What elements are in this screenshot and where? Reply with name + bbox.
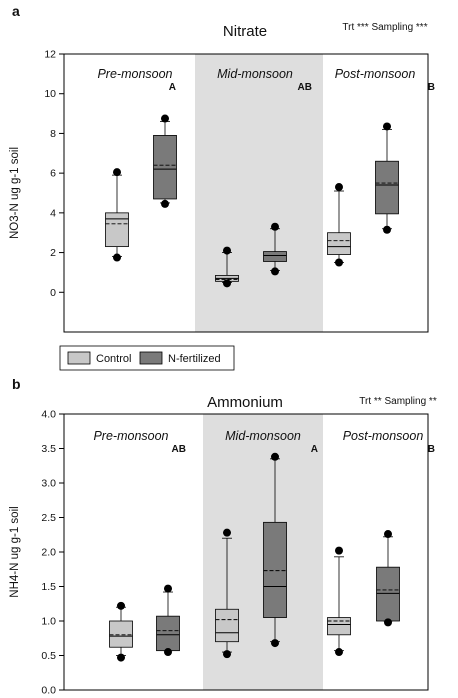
y-tick-label-a: 2 — [50, 247, 56, 259]
outlier-point-low — [335, 648, 343, 657]
panel-letter-b: b — [12, 376, 21, 392]
chart-title-b: Ammonium — [207, 394, 283, 411]
y-tick-label-b: 0.0 — [41, 685, 56, 697]
legend-label-1: N-fertilized — [168, 353, 221, 365]
y-tick-label-a: 0 — [50, 287, 56, 299]
outlier-point-high — [335, 546, 343, 555]
legend-swatch-0 — [67, 351, 91, 365]
legend-label-0: Control — [96, 353, 131, 365]
period-label-b: Mid-monsoon — [225, 429, 301, 443]
outlier-point-low — [335, 258, 343, 267]
outlier-point-low — [161, 199, 169, 208]
box-n-fertilized — [376, 566, 400, 622]
y-tick-label-a: 8 — [50, 128, 56, 140]
group-letter-a: AB — [298, 82, 312, 93]
y-tick-label-b: 2.0 — [41, 547, 56, 559]
outlier-point-high — [113, 168, 121, 177]
shaded-period-a — [195, 54, 323, 332]
y-tick-label-b: 2.5 — [41, 512, 56, 524]
box-control — [105, 212, 129, 248]
shaded-period-b — [203, 414, 323, 690]
outlier-point-low — [223, 650, 231, 659]
outlier-point-low — [223, 279, 231, 288]
y-tick-label-a: 12 — [44, 49, 56, 61]
outlier-point-low — [117, 653, 125, 662]
outlier-point-high — [223, 528, 231, 537]
outlier-point-high — [383, 122, 391, 131]
box-control — [215, 608, 239, 643]
outlier-point-high — [271, 222, 279, 231]
group-letter-b: A — [311, 444, 318, 455]
outlier-point-low — [271, 639, 279, 648]
y-tick-label-b: 0.5 — [41, 650, 56, 662]
outlier-point-low — [383, 225, 391, 234]
y-tick-label-a: 10 — [44, 88, 56, 100]
outlier-point-low — [384, 618, 392, 627]
y-tick-label-a: 4 — [50, 207, 56, 219]
y-tick-label-b: 3.5 — [41, 443, 56, 455]
stats-note-a: Trt *** Sampling *** — [342, 22, 427, 33]
outlier-point-high — [384, 530, 392, 539]
box-n-fertilized — [156, 615, 180, 652]
outlier-point-low — [164, 648, 172, 657]
period-label-a: Mid-monsoon — [217, 67, 293, 81]
period-label-b: Post-monsoon — [343, 429, 424, 443]
group-letter-b: AB — [172, 444, 186, 455]
y-axis-label-b: NH4-N ug g-1 soil — [9, 506, 21, 597]
legend-swatch-1 — [139, 351, 163, 365]
box-n-fertilized — [263, 251, 287, 262]
y-axis-label-a: NO3-N ug g-1 soil — [9, 147, 21, 239]
outlier-point-high — [161, 114, 169, 123]
y-tick-label-b: 1.5 — [41, 581, 56, 593]
y-tick-label-a: 6 — [50, 168, 56, 180]
period-label-a: Pre-monsoon — [97, 67, 172, 81]
group-letter-a: B — [428, 82, 435, 93]
box-control — [327, 232, 351, 255]
stats-note-b: Trt ** Sampling ** — [359, 396, 437, 407]
y-tick-label-b: 1.0 — [41, 616, 56, 628]
outlier-point-high — [117, 601, 125, 610]
outlier-point-low — [271, 267, 279, 276]
box-n-fertilized — [375, 160, 399, 215]
box-n-fertilized — [263, 521, 287, 618]
period-label-b: Pre-monsoon — [93, 429, 168, 443]
box-control — [109, 620, 133, 648]
panel-letter-a: a — [12, 3, 20, 19]
outlier-point-high — [164, 584, 172, 593]
group-letter-a: A — [169, 82, 176, 93]
group-letter-b: B — [428, 444, 435, 455]
chart-title-a: Nitrate — [223, 23, 267, 40]
outlier-point-high — [335, 183, 343, 192]
outlier-point-low — [113, 253, 121, 262]
outlier-point-high — [271, 452, 279, 461]
box-control — [327, 617, 351, 636]
y-tick-label-b: 4.0 — [41, 409, 56, 421]
period-label-a: Post-monsoon — [335, 67, 416, 81]
plot-frame-a — [63, 53, 429, 333]
box-n-fertilized — [153, 135, 177, 200]
y-tick-label-b: 3.0 — [41, 478, 56, 490]
outlier-point-high — [223, 246, 231, 255]
